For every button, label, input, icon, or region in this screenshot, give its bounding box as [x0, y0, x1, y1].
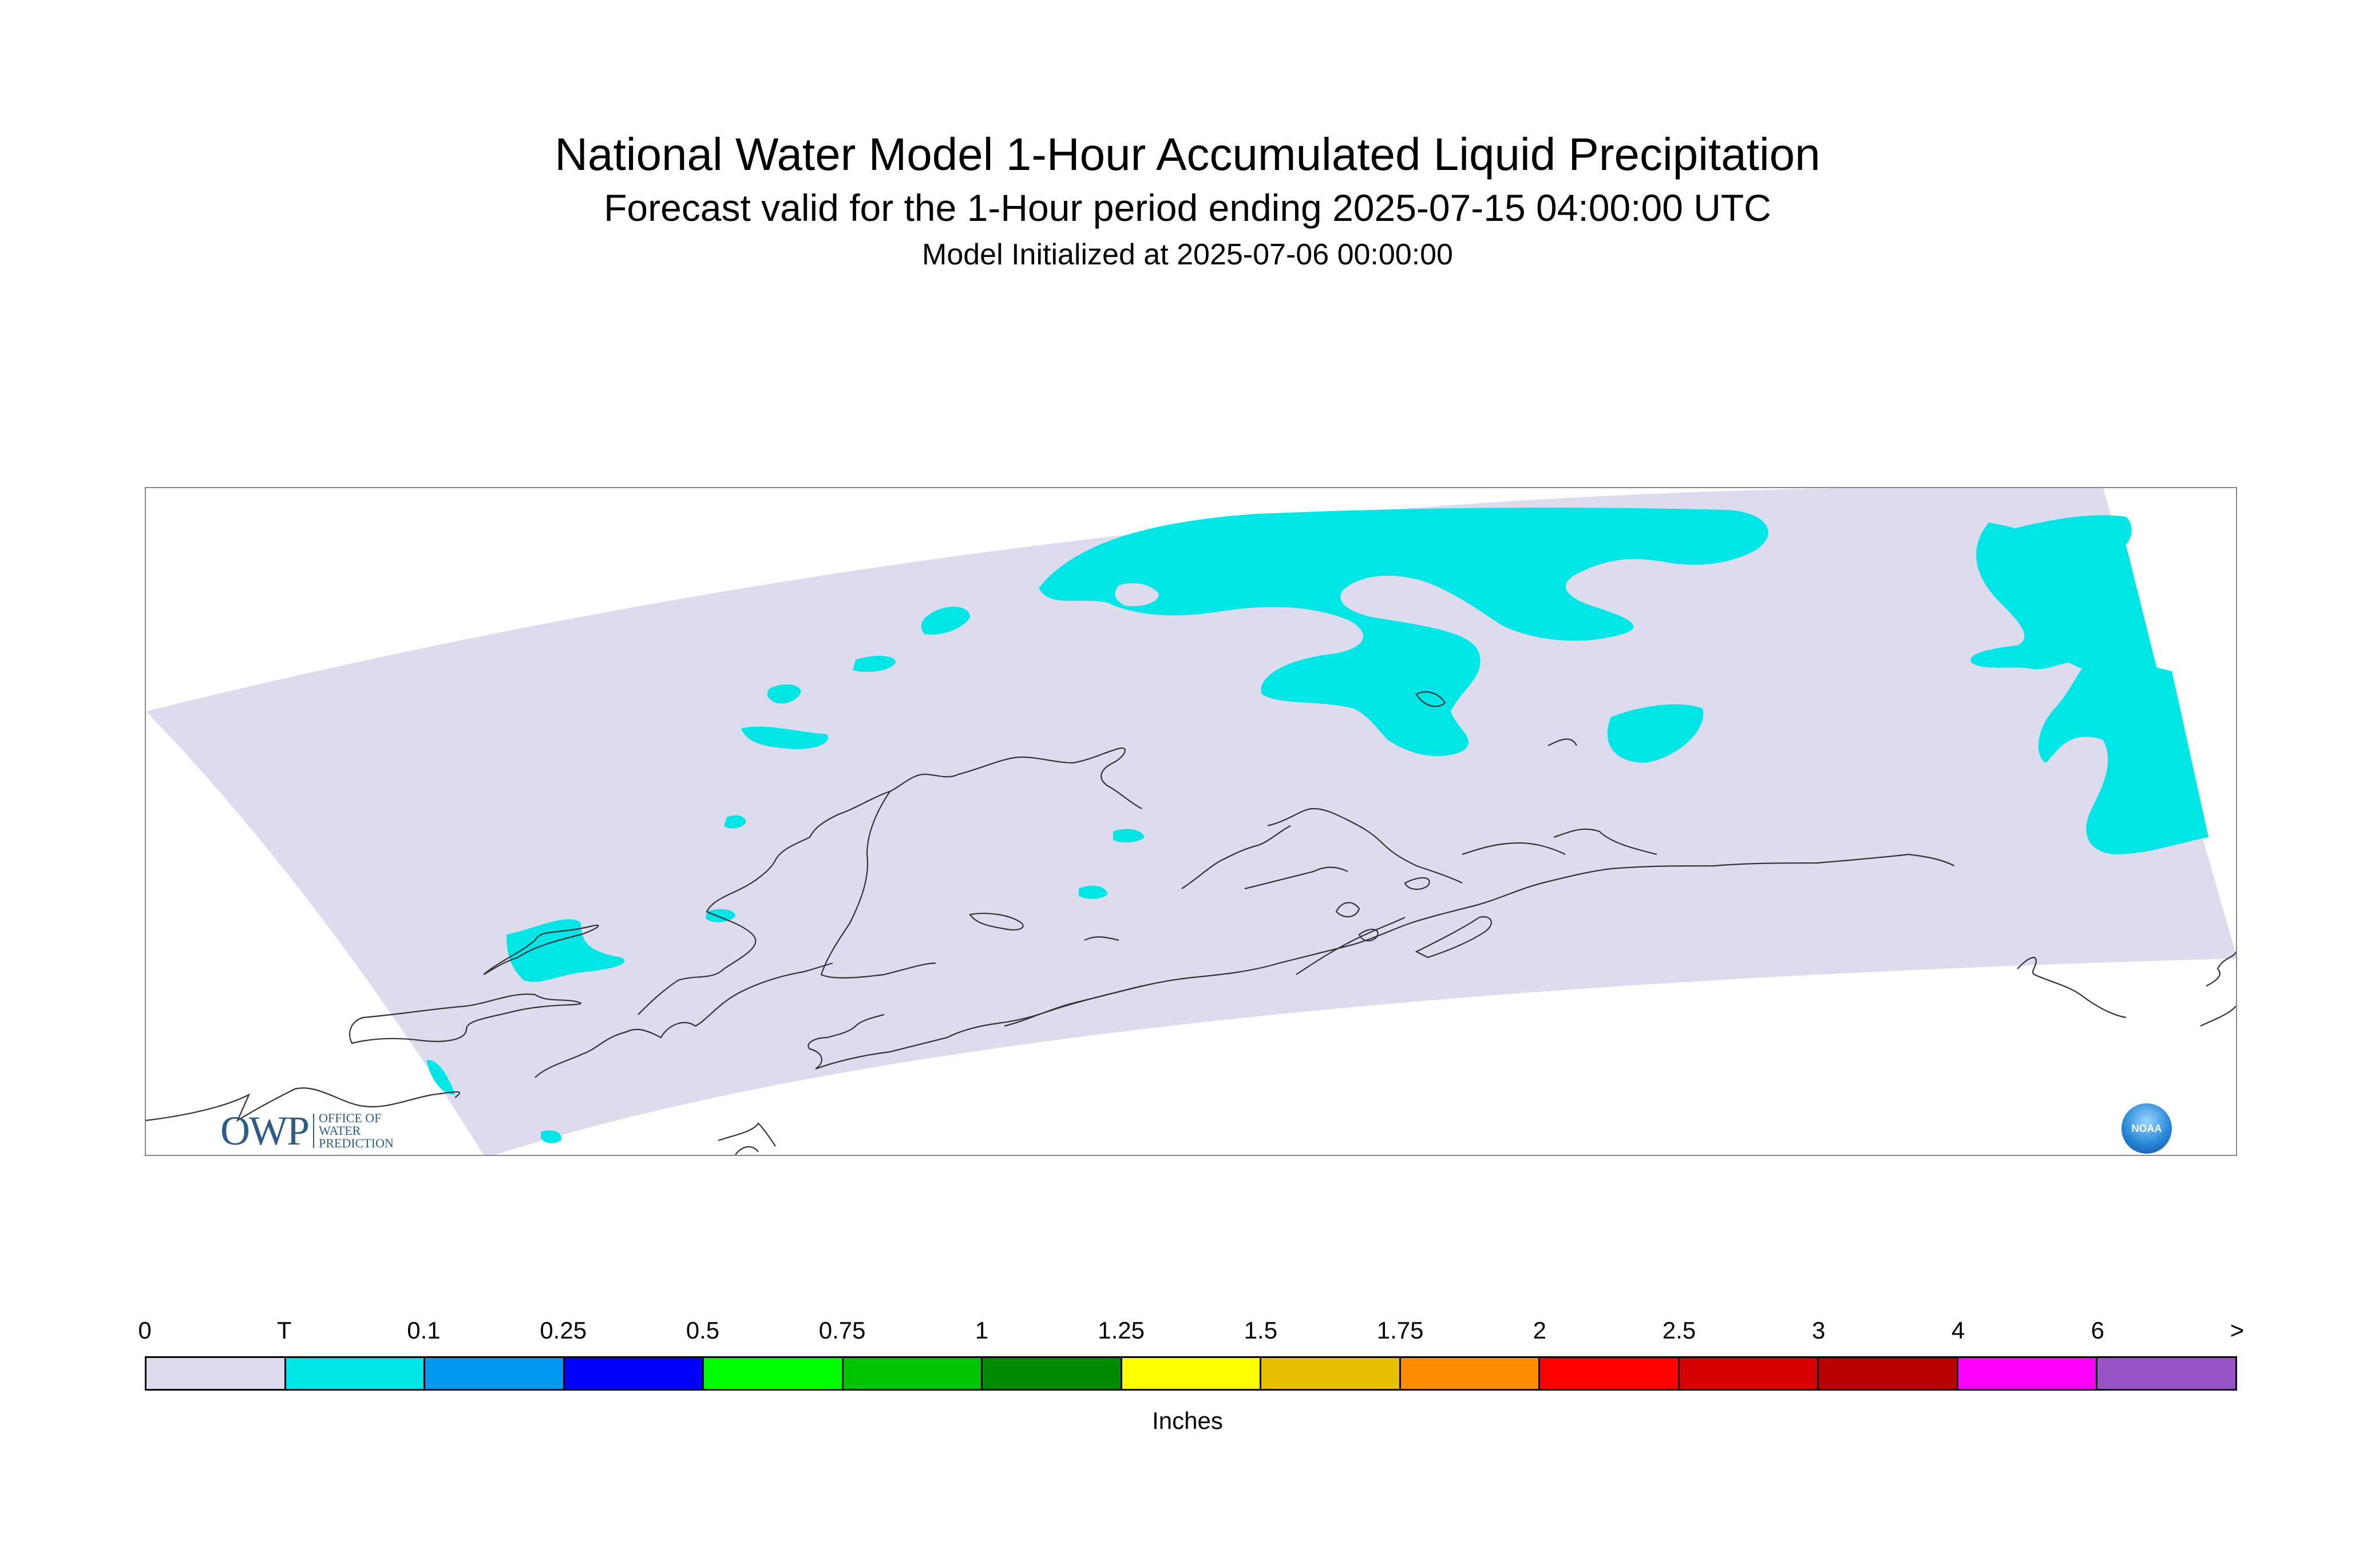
- coastlines: [146, 691, 2236, 1155]
- map-subtitle: Forecast valid for the 1-Hour period end…: [604, 187, 1771, 229]
- coastline: [1404, 877, 1430, 890]
- owp-logo-text: OFFICE OF WATER PREDICTION: [319, 1112, 394, 1150]
- coastline: [535, 962, 833, 1078]
- coastline: [2200, 1005, 2236, 1027]
- colorbar-tick-label: 1: [975, 1317, 989, 1344]
- owp-logo-mark: OWP: [220, 1108, 310, 1154]
- colorbar-swatch: [843, 1358, 983, 1389]
- coastline: [815, 853, 1955, 1070]
- colorbar-tick-label: 3: [1812, 1317, 1826, 1344]
- coastline: [1181, 825, 1291, 889]
- coastline: [349, 993, 582, 1044]
- colorbar-tick-label: T: [276, 1317, 292, 1344]
- colorbar-swatch: [1958, 1358, 2098, 1389]
- coastline: [718, 1122, 776, 1147]
- coastline: [1415, 916, 1492, 959]
- colorbar-swatch: [286, 1358, 426, 1389]
- owp-logo-line: WATER: [319, 1123, 361, 1138]
- coastline: [1335, 902, 1360, 918]
- precip-area: [1994, 515, 2132, 557]
- coastline: [483, 924, 599, 975]
- colorbar-tick-label: 0.1: [407, 1317, 441, 1344]
- colorbar-swatch: [983, 1358, 1122, 1389]
- colorbar-units: Inches: [1152, 1407, 1223, 1434]
- map-canvas: [146, 488, 2236, 1155]
- coastline: [820, 791, 936, 979]
- colorbar-swatch: [1122, 1358, 1262, 1389]
- colorbar-swatch: [1679, 1358, 1819, 1389]
- colorbar-tick-label: 1.75: [1376, 1317, 1424, 1344]
- colorbar-swatch: [704, 1358, 844, 1389]
- map-panel: OWP OFFICE OF WATER PREDICTION NOAA: [145, 487, 2237, 1156]
- colorbar-tick-label: 1.5: [1244, 1317, 1278, 1344]
- precip-area: [1115, 583, 1159, 607]
- coastline: [808, 1013, 885, 1070]
- noaa-logo: NOAA: [2121, 1103, 2172, 1154]
- precip-area: [706, 909, 735, 922]
- coastline: [1296, 917, 1406, 975]
- owp-logo-divider: [313, 1114, 314, 1148]
- colorbar-swatch: [1540, 1358, 1680, 1389]
- colorbar-swatch: [1261, 1358, 1401, 1389]
- colorbar-tick-label: 0.75: [818, 1317, 866, 1344]
- model-init-label: Model Initialized at 2025-07-06 00:00:00: [922, 238, 1453, 271]
- noaa-logo-text: NOAA: [2131, 1122, 2162, 1134]
- coastline: [1547, 738, 1577, 746]
- colorbar-tick-label: 4: [1951, 1317, 1965, 1344]
- coastline: [1267, 807, 1463, 884]
- coastline: [2017, 956, 2127, 1019]
- precip-areas: [426, 508, 2208, 1143]
- coastline: [1084, 936, 1119, 941]
- colorbar-tick-label: 2.5: [1662, 1317, 1696, 1344]
- colorbar-tick-label: 0.5: [686, 1317, 720, 1344]
- colorbar-swatch: [1819, 1358, 1958, 1389]
- precip-area: [853, 656, 896, 672]
- precip-area: [1607, 704, 1704, 763]
- colorbar-swatch: [2097, 1358, 2235, 1389]
- coastline: [146, 1087, 460, 1122]
- colorbar-tick-label: 2: [1533, 1317, 1547, 1344]
- coastline: [735, 1146, 759, 1155]
- precip-area: [921, 607, 970, 635]
- coastline: [1462, 842, 1566, 856]
- precip-area: [2038, 654, 2208, 854]
- precip-area: [1970, 522, 2160, 683]
- model-domain: [146, 488, 2236, 1155]
- colorbar-swatch: [147, 1358, 286, 1389]
- coastline: [969, 913, 1024, 931]
- owp-logo: OWP OFFICE OF WATER PREDICTION: [220, 1109, 394, 1153]
- precip-area: [1113, 829, 1145, 843]
- owp-logo-line: PREDICTION: [319, 1136, 394, 1150]
- coastline: [1004, 985, 1142, 1027]
- colorbar-tick-label: 0.25: [540, 1317, 587, 1344]
- precip-area: [1079, 885, 1107, 899]
- colorbar-tick-label: 1.25: [1098, 1317, 1145, 1344]
- colorbar-swatch: [564, 1358, 704, 1389]
- precip-area: [724, 815, 746, 829]
- coastline: [1244, 866, 1348, 890]
- colorbar-tick-label: 0: [138, 1317, 152, 1344]
- coastline: [2206, 951, 2236, 987]
- colorbar-swatch: [1400, 1358, 1541, 1389]
- precip-area: [506, 919, 625, 982]
- colorbar-bar: [145, 1356, 2237, 1391]
- precip-area: [1039, 508, 1768, 757]
- colorbar-tick-label: 6: [2091, 1317, 2104, 1344]
- coastline: [1358, 928, 1379, 942]
- colorbar-swatch: [425, 1358, 565, 1389]
- colorbar-tick-label: >: [2230, 1317, 2245, 1344]
- coastline: [1553, 828, 1657, 856]
- precip-area: [426, 1060, 455, 1095]
- map-title: National Water Model 1-Hour Accumulated …: [555, 129, 1820, 180]
- precip-area: [541, 1130, 561, 1143]
- coastline: [1415, 691, 1446, 707]
- precip-area: [767, 684, 801, 704]
- owp-logo-line: OFFICE OF: [319, 1111, 382, 1125]
- precip-area: [741, 726, 828, 749]
- coastline: [638, 747, 1142, 1015]
